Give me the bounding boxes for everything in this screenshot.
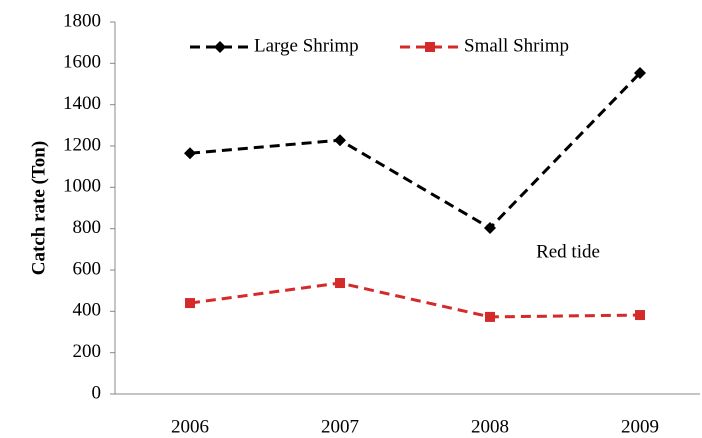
y-tick-label: 1600 [63, 52, 101, 73]
y-tick-label: 800 [73, 217, 102, 238]
y-axis-label: Catch rate (Ton) [28, 141, 49, 275]
legend-label: Large Shrimp [254, 35, 359, 56]
y-tick-label: 1800 [63, 10, 101, 31]
y-tick-label: 0 [92, 382, 102, 403]
annotation: Red tide [536, 241, 600, 262]
marker [184, 147, 196, 160]
y-tick-label: 1400 [63, 93, 101, 114]
marker [425, 42, 435, 52]
marker [214, 41, 226, 53]
marker [634, 67, 646, 80]
marker [485, 311, 495, 322]
marker [484, 222, 496, 235]
y-tick-label: 200 [73, 341, 102, 362]
y-tick-label: 1200 [63, 134, 101, 155]
legend-label: Small Shrimp [464, 35, 569, 56]
series-line [189, 281, 641, 319]
marker [335, 278, 345, 289]
y-tick-label: 1000 [63, 176, 101, 197]
y-tick-label: 600 [73, 258, 102, 279]
marker [185, 298, 195, 309]
x-tick-label: 2007 [321, 416, 359, 437]
x-tick-label: 2009 [621, 416, 659, 437]
y-tick-label: 400 [73, 300, 102, 321]
x-tick-label: 2006 [171, 416, 209, 437]
x-tick-label: 2008 [471, 416, 509, 437]
series-line [189, 72, 642, 230]
marker [635, 310, 645, 321]
marker [334, 134, 346, 147]
